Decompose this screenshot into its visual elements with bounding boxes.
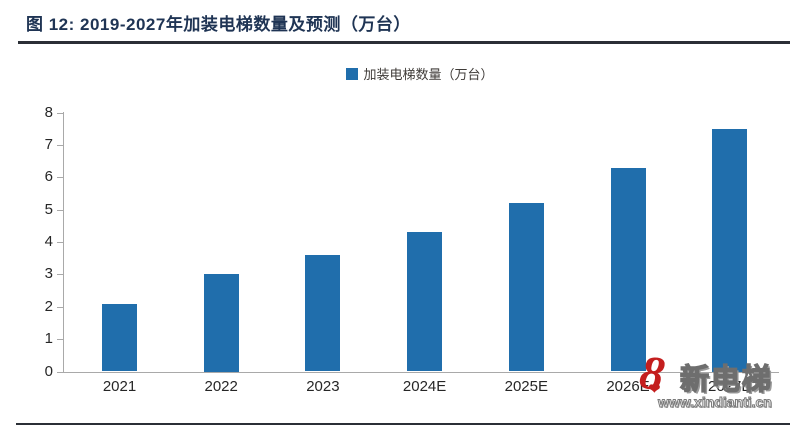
x-axis-label-2027E: 2027E (708, 377, 752, 395)
y-axis-tick-label: 1 (44, 330, 53, 348)
bar-2022 (203, 274, 239, 372)
y-axis-tick-label: 2 (44, 297, 53, 315)
y-axis-tick-label: 8 (44, 103, 53, 121)
x-axis-label-2021: 2021 (102, 377, 137, 395)
y-axis-tick (57, 274, 63, 276)
xindianti-logo-text: 新电梯 (679, 363, 774, 396)
y-axis-tick-label: 5 (44, 200, 53, 218)
y-axis-tick-label: 0 (44, 362, 53, 380)
y-axis-tick (57, 177, 63, 179)
bar-2024E (407, 232, 443, 372)
y-axis-tick (57, 242, 63, 243)
y-axis-tick (57, 112, 63, 114)
xindianti-watermark-logo: 8 ❤ 新电梯 www.xindianti.cn (634, 346, 800, 420)
bar-2021 (102, 303, 137, 372)
x-axis-label-2025E: 2025E (504, 377, 548, 395)
bar-2027E (712, 128, 748, 372)
y-axis-tick-label: 3 (44, 265, 53, 283)
x-axis-label-2022: 2022 (204, 377, 238, 395)
y-axis-tick (57, 144, 63, 146)
bar-2026E (610, 167, 646, 372)
chart-legend: 加装电梯数量（万台） (20, 64, 800, 83)
y-axis-tick-label: 7 (44, 135, 53, 153)
bar-2025E (508, 203, 544, 372)
legend-swatch-icon (346, 67, 359, 80)
y-axis-tick (57, 306, 63, 308)
y-axis-tick (57, 209, 63, 211)
title-divider-rule (18, 41, 790, 44)
legend-label: 加装电梯数量（万台） (363, 67, 494, 82)
heart-icon: ❤ (648, 381, 661, 398)
y-axis-tick-label: 4 (44, 233, 53, 250)
y-axis-line (63, 111, 64, 372)
x-axis-label-2026E: 2026E (606, 377, 650, 395)
y-axis-tick (57, 339, 63, 341)
x-axis-label-2024E: 2024E (402, 377, 447, 395)
figure-title: 图 12: 2019-2027年加装电梯数量及预测（万台） (26, 15, 411, 34)
xindianti-logo-url: www.xindianti.cn (658, 394, 773, 411)
bar-2023 (305, 254, 341, 372)
y-axis-tick (57, 371, 63, 373)
y-axis-tick-label: 6 (44, 168, 53, 186)
x-axis-label-2023: 2023 (306, 377, 340, 395)
bottom-border-rule (16, 423, 790, 425)
x-axis-line (57, 371, 779, 373)
